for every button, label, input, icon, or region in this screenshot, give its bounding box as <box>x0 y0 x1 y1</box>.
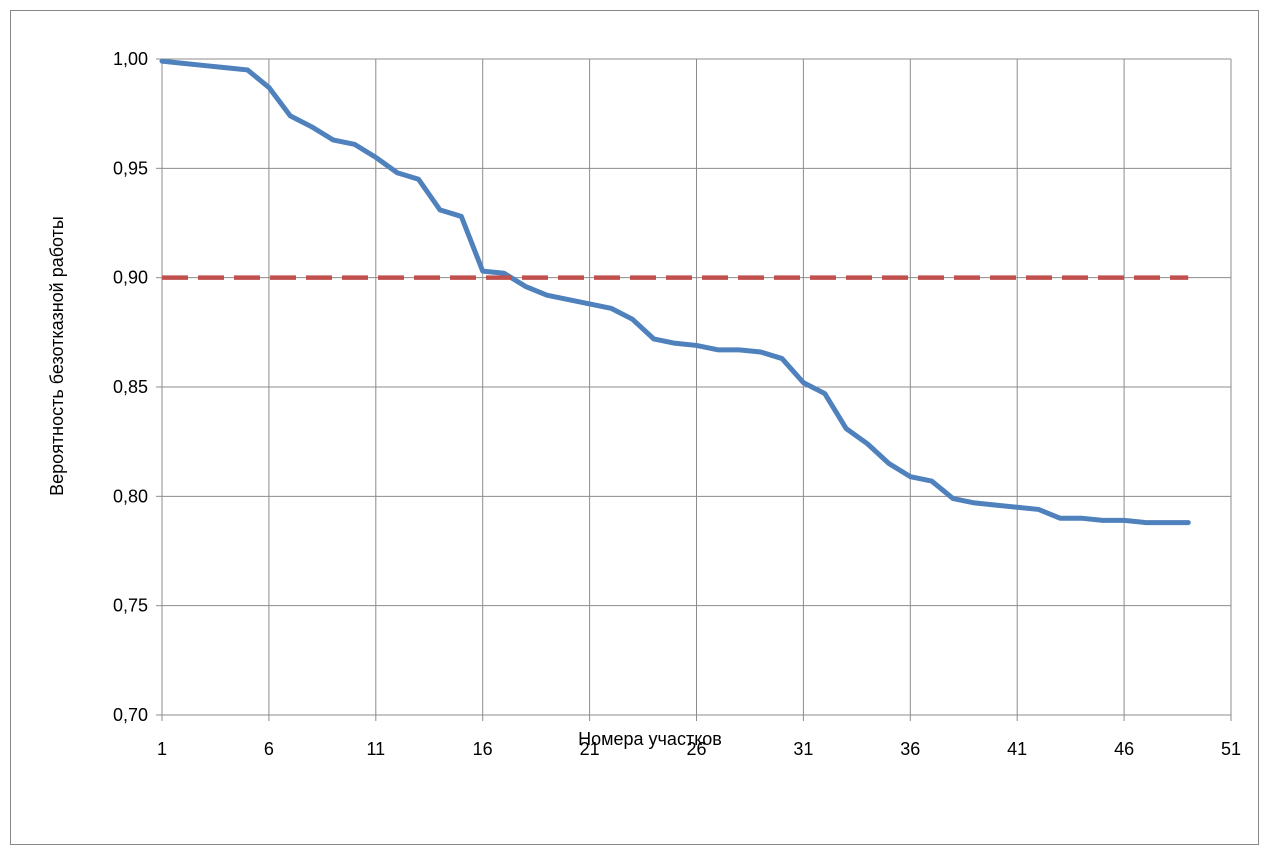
x-tick-label: 51 <box>1221 739 1241 759</box>
x-tick-label: 6 <box>264 739 274 759</box>
x-tick-label: 36 <box>900 739 920 759</box>
chart-frame: 1 6 11 16 21 26 31 36 41 46 51 0,70 0,75 0,80 0,85 0,9… <box>10 10 1259 845</box>
x-tick-labels: 1 6 11 16 21 26 31 36 41 46 51 <box>157 739 1241 759</box>
y-tick-label: 1,00 <box>113 49 148 69</box>
x-tick-label: 21 <box>580 739 600 759</box>
x-tick-label: 1 <box>157 739 167 759</box>
y-tick-label: 0,80 <box>113 486 148 506</box>
y-axis-title: Вероятность безотказной работы <box>47 216 67 496</box>
y-tick-label: 0,90 <box>113 268 148 288</box>
axes <box>156 58 1232 721</box>
x-tick-label: 11 <box>366 739 385 759</box>
x-tick-label: 41 <box>1007 739 1027 759</box>
y-tick-labels: 0,70 0,75 0,80 0,85 0,90 0,95 1,00 <box>113 49 148 725</box>
y-tick-label: 0,75 <box>113 596 148 616</box>
reliability-line <box>159 58 1191 526</box>
series-layer <box>159 58 1191 526</box>
y-tick-label: 0,95 <box>113 158 148 178</box>
y-tick-label: 0,85 <box>113 377 148 397</box>
x-tick-label: 31 <box>793 739 813 759</box>
x-axis-title: Номера участков <box>578 729 722 749</box>
grid <box>162 58 1232 715</box>
x-tick-label: 46 <box>1114 739 1134 759</box>
x-tick-label: 16 <box>473 739 493 759</box>
chart-plot: 1 6 11 16 21 26 31 36 41 46 51 0,700,750,800,850,9… <box>47 49 1241 759</box>
x-tick-label: 26 <box>686 739 706 759</box>
y-tick-label: 0,70 <box>113 705 148 725</box>
